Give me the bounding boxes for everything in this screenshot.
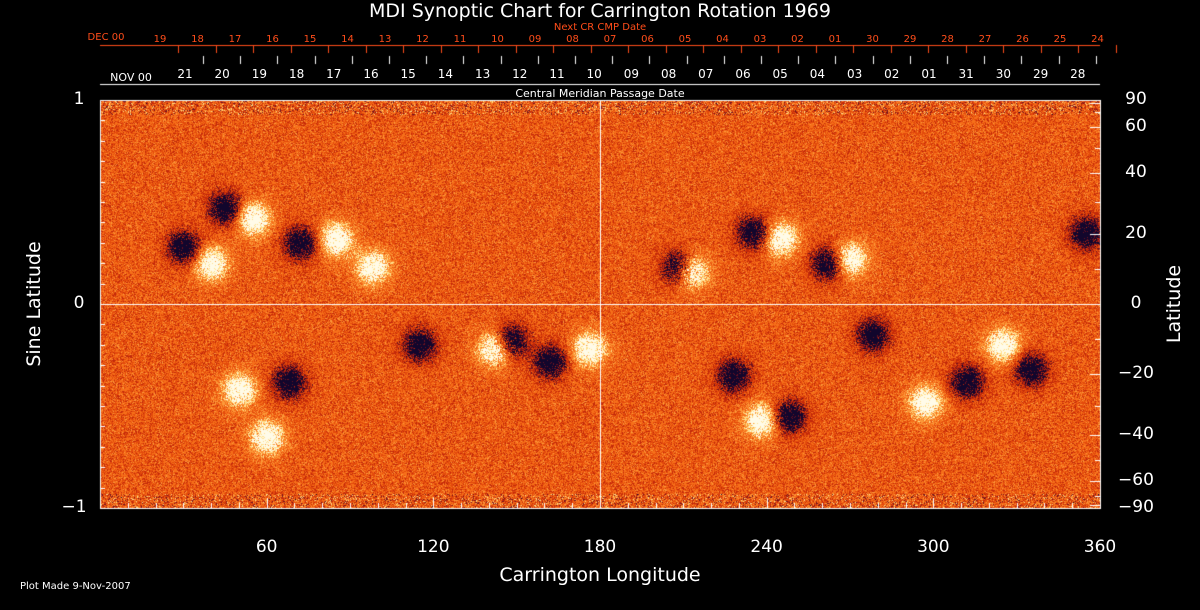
cmp-date-tick-label: 11	[549, 67, 565, 81]
next-cmp-date-label: 05	[678, 34, 692, 45]
y-tick-label-left: 1	[73, 89, 85, 109]
next-cmp-date-label: 01	[828, 34, 842, 45]
next-cmp-date-label: 12	[416, 34, 429, 45]
next-cmp-date-label: 25	[1053, 34, 1067, 45]
next-cmp-date-label: 28	[941, 34, 954, 45]
next-month-label: DEC 00	[87, 32, 125, 43]
cmp-date-tick-label: 13	[474, 67, 491, 81]
next-cmp-date-label: 18	[191, 34, 204, 45]
y-tick-label-left: −1	[61, 497, 87, 517]
next-cmp-date-label: 14	[341, 34, 354, 45]
y-tick-label-right: −90	[1118, 497, 1154, 517]
next-cmp-date-label: 03	[753, 34, 767, 45]
x-tick-label: 240	[750, 537, 783, 557]
y-tick-label-left: 0	[73, 293, 85, 313]
next-cr-cmp-label: Next CR CMP Date	[553, 22, 647, 33]
cmp-date-tick-label: 08	[660, 67, 677, 81]
cmp-date-tick-label: 18	[288, 67, 305, 81]
cmp-date-tick-label: 29	[1032, 67, 1049, 81]
next-cmp-date-label: 09	[528, 34, 542, 45]
next-cmp-date-label: 06	[641, 34, 654, 45]
chart-title: MDI Synoptic Chart for Carrington Rotati…	[369, 0, 831, 22]
x-axis-title: Carrington Longitude	[499, 564, 701, 586]
next-cmp-date-label: 29	[903, 34, 917, 45]
cmp-date-label: Central Meridian Passage Date	[515, 87, 685, 100]
y-axis-title-left: Sine Latitude	[23, 241, 45, 367]
y-tick-label-right: 90	[1125, 89, 1147, 109]
cmp-date-tick-label: 20	[214, 67, 230, 81]
next-cmp-date-label: 10	[491, 34, 504, 45]
cmp-date-tick-label: 06	[735, 67, 751, 81]
x-tick-label: 60	[255, 537, 278, 557]
y-tick-label-right: 60	[1125, 116, 1147, 137]
cmp-date-tick-label: 09	[623, 67, 640, 81]
next-cmp-date-label: 24	[1091, 34, 1104, 45]
cmp-date-tick-label: 16	[363, 67, 379, 81]
cmp-date-tick-label: 07	[698, 67, 714, 81]
cmp-month-label: NOV 00	[110, 71, 152, 84]
y-tick-label-right: −40	[1118, 424, 1154, 445]
next-cmp-date-label: 04	[716, 34, 729, 45]
next-cmp-date-label: 26	[1016, 34, 1029, 45]
next-cmp-date-label: 16	[266, 34, 279, 45]
next-cmp-date-label: 08	[566, 34, 579, 45]
plot-made-note: Plot Made 9-Nov-2007	[20, 581, 131, 592]
cmp-date-tick-label: 14	[437, 67, 454, 81]
next-cmp-date-label: 15	[303, 34, 317, 45]
cmp-date-tick-label: 02	[884, 67, 900, 81]
cmp-date-tick-label: 04	[809, 67, 826, 81]
next-cmp-date-label: 19	[153, 34, 167, 45]
next-cmp-date-label: 30	[866, 34, 879, 45]
next-cmp-date-label: 07	[603, 34, 617, 45]
next-cmp-date-label: 17	[228, 34, 242, 45]
cmp-date-tick-label: 30	[995, 67, 1012, 81]
y-tick-label-right: 20	[1125, 223, 1147, 244]
cmp-date-tick-label: 31	[958, 67, 974, 81]
cmp-date-tick-label: 01	[921, 67, 937, 81]
cmp-date-tick-label: 19	[251, 67, 268, 81]
cmp-date-tick-label: 10	[586, 67, 602, 81]
y-axis-title-right: Latitude	[1163, 264, 1185, 344]
cmp-date-tick-label: 28	[1070, 67, 1086, 81]
x-tick-label: 360	[1083, 537, 1117, 557]
y-tick-label-right: 40	[1125, 161, 1147, 182]
next-cmp-date-label: 11	[453, 34, 467, 45]
next-cmp-date-label: 02	[791, 34, 804, 45]
y-tick-label-right: −20	[1118, 362, 1154, 383]
cmp-date-tick-label: 17	[326, 67, 342, 81]
cmp-date-tick-label: 15	[400, 67, 416, 81]
x-tick-label: 120	[417, 537, 450, 557]
cmp-date-tick-label: 12	[512, 67, 528, 81]
y-tick-label-right: 0	[1130, 293, 1142, 313]
cmp-date-tick-label: 05	[772, 67, 788, 81]
next-cmp-date-label: 27	[978, 34, 992, 45]
cmp-date-tick-label: 03	[846, 67, 863, 81]
x-tick-label: 300	[917, 537, 950, 557]
next-cmp-date-label: 13	[378, 34, 392, 45]
cmp-date-tick-label: 21	[177, 67, 193, 81]
x-tick-label: 180	[583, 537, 617, 557]
y-tick-label-right: −60	[1118, 469, 1154, 490]
